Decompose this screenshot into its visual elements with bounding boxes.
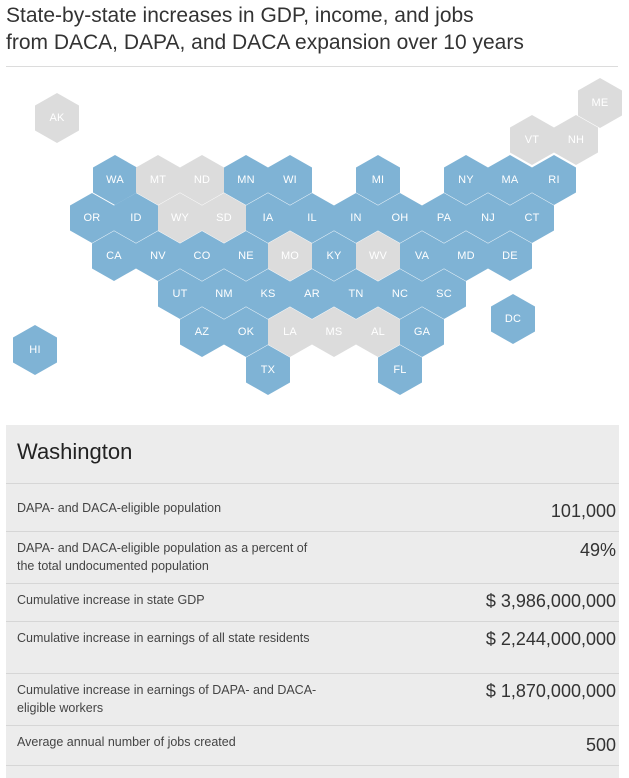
state-tile-ak[interactable]: AK — [35, 93, 79, 143]
state-tile-dc[interactable]: DC — [491, 294, 535, 344]
state-tile-hi[interactable]: HI — [13, 325, 57, 375]
stat-value: $ 2,244,000,000 — [485, 629, 616, 649]
title-line-1: State-by-state increases in GDP, income,… — [6, 4, 474, 27]
divider — [6, 531, 619, 532]
state-tile-pa[interactable]: PA — [422, 193, 466, 243]
stat-label: Cumulative increase in state GDP — [17, 593, 205, 607]
stat-value: $ 1,870,000,000 — [485, 681, 616, 701]
state-tile-nm[interactable]: NM — [202, 269, 246, 319]
state-tile-ny[interactable]: NY — [444, 155, 488, 205]
state-tile-al[interactable]: AL — [356, 307, 400, 357]
state-tile-ar[interactable]: AR — [290, 269, 334, 319]
state-tile-tx[interactable]: TX — [246, 345, 290, 395]
state-tile-oh[interactable]: OH — [378, 193, 422, 243]
state-tile-ok[interactable]: OK — [224, 307, 268, 357]
state-tile-nj[interactable]: NJ — [466, 193, 510, 243]
state-tile-tn[interactable]: TN — [334, 269, 378, 319]
stat-label: Cumulative increase in earnings of DAPA-… — [17, 683, 317, 715]
divider — [6, 621, 619, 622]
stat-label: DAPA- and DACA-eligible population as a … — [17, 541, 308, 573]
divider — [6, 483, 619, 484]
state-tile-sc[interactable]: SC — [422, 269, 466, 319]
state-tile-va[interactable]: VA — [400, 231, 444, 281]
state-tile-fl[interactable]: FL — [378, 345, 422, 395]
state-detail-panel: Washington DAPA- and DACA-eligible popul… — [6, 425, 619, 778]
stat-value: 500 — [585, 735, 616, 755]
state-tile-il[interactable]: IL — [290, 193, 334, 243]
divider — [6, 673, 619, 674]
divider — [6, 765, 619, 766]
state-tile-md[interactable]: MD — [444, 231, 488, 281]
stat-label: Average annual number of jobs created — [17, 735, 236, 749]
chart-title: State-by-state increases in GDP, income,… — [6, 2, 616, 56]
state-tile-ky[interactable]: KY — [312, 231, 356, 281]
state-tile-ms[interactable]: MS — [312, 307, 356, 357]
stat-label: DAPA- and DACA-eligible population — [17, 501, 222, 515]
title-line-2: from DACA, DAPA, and DACA expansion over… — [6, 31, 524, 54]
state-tile-in[interactable]: IN — [334, 193, 378, 243]
stat-label: Cumulative increase in earnings of all s… — [17, 631, 310, 645]
title-divider — [6, 66, 618, 67]
selected-state-name: Washington — [17, 439, 133, 464]
stat-value: $ 3,986,000,000 — [485, 591, 616, 611]
hex-tile-map: AK ME VT NH WA MT ND MN WI MI NY MA RI OR ID WY SD IA IL IN… — [0, 70, 629, 410]
state-tile-ut[interactable]: UT — [158, 269, 202, 319]
divider — [6, 583, 619, 584]
state-tile-wi[interactable]: WI — [268, 155, 312, 205]
state-tile-mi[interactable]: MI — [356, 155, 400, 205]
divider — [6, 725, 619, 726]
stat-value: 101,000 — [550, 501, 616, 521]
state-tile-ga[interactable]: GA — [400, 307, 444, 357]
state-tile-az[interactable]: AZ — [180, 307, 224, 357]
state-tile-ks[interactable]: KS — [246, 269, 290, 319]
state-tile-la[interactable]: LA — [268, 307, 312, 357]
state-tile-mo[interactable]: MO — [268, 231, 312, 281]
state-tile-vt[interactable]: VT — [510, 115, 554, 165]
state-tile-wv[interactable]: WV — [356, 231, 400, 281]
stat-value: 49% — [579, 540, 616, 560]
state-tile-nc[interactable]: NC — [378, 269, 422, 319]
